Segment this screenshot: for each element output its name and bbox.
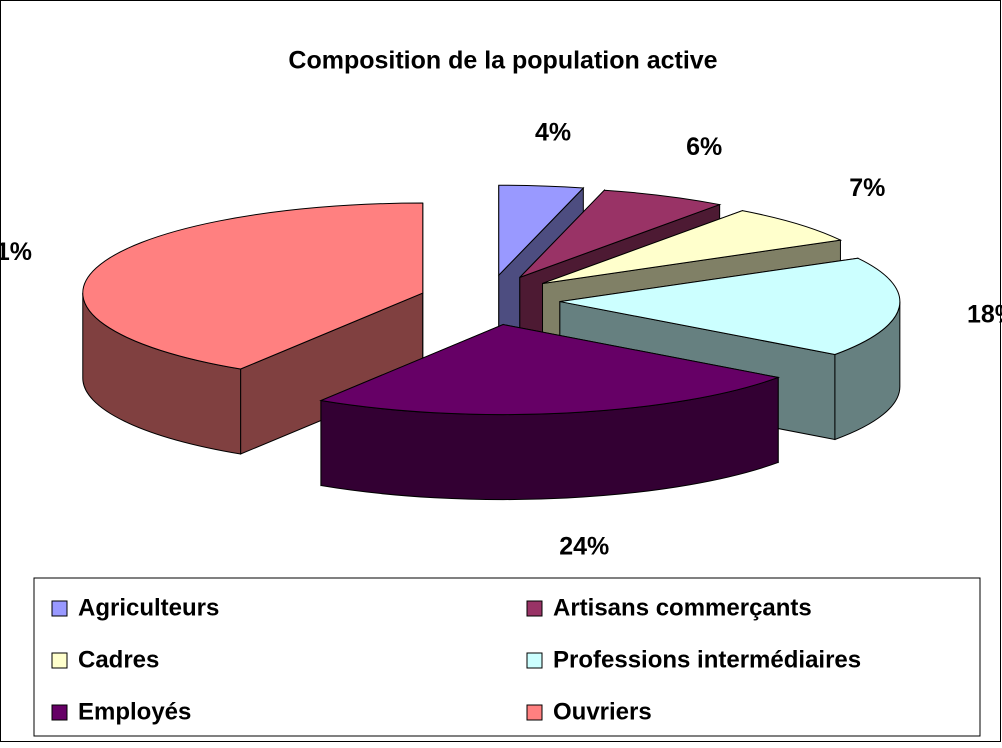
data-label: 24% [559,533,609,561]
slice-top [542,210,843,284]
legend-label: Employés [78,698,191,725]
slice-top [498,184,585,277]
legend-label: Artisans commerçants [553,594,812,621]
data-label: 7% [849,174,885,202]
data-label: 6% [686,133,722,161]
legend-box [33,577,981,737]
legend-label: Ouvriers [553,698,652,725]
legend-swatch [51,652,68,669]
legend-label: Cadres [78,646,159,673]
slice-top [559,257,901,355]
slice-top [82,202,424,370]
legend-swatch [526,652,543,669]
data-label: 18% [967,300,1002,328]
chart-title: Composition de la population active [288,47,717,75]
legend-swatch [51,704,68,721]
slice [319,323,781,501]
legend-swatch [526,704,543,721]
slice [82,202,424,455]
legend-label: Agriculteurs [78,594,219,621]
slice-top [319,324,781,416]
data-label: 4% [535,118,571,146]
legend-label: Professions intermédiaires [553,646,861,673]
legend-swatch [526,600,543,617]
legend-swatch [51,600,68,617]
data-label: 41% [0,238,32,266]
slice-top [519,189,722,278]
